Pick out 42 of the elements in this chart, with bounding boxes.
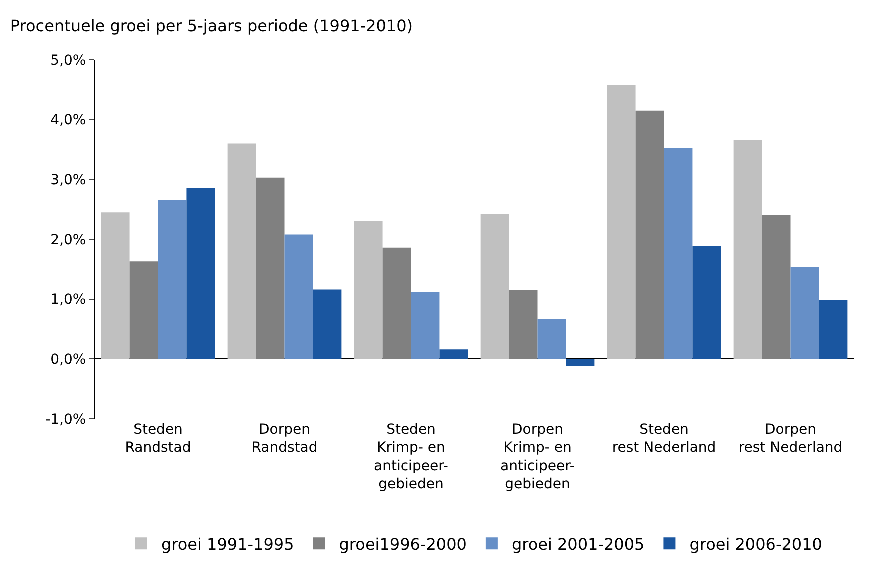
x-tick-label: Steden Randstad [125, 422, 192, 456]
legend-label: groei1996-2000 [339, 534, 467, 554]
bar [313, 290, 342, 360]
bar [607, 85, 636, 360]
y-tick-label: 4,0% [50, 112, 86, 129]
y-tick-label: 1,0% [50, 292, 86, 308]
bar [382, 248, 412, 360]
bar [158, 200, 187, 360]
y-tick-label: 5,0% [50, 52, 86, 69]
bar [636, 110, 664, 360]
bar [790, 267, 820, 360]
x-tick-label: Steden Krimp- en anticipeer- gebieden [374, 422, 448, 493]
legend-label: groei 2006-2010 [690, 534, 822, 554]
x-tick-label: Dorpen Randstad [252, 422, 318, 456]
bar [101, 212, 130, 360]
bar [354, 222, 383, 360]
x-tick-label: Dorpen Krimp- en anticipeer- gebieden [500, 422, 575, 493]
bar [566, 359, 595, 366]
bar [256, 178, 285, 360]
bar [440, 350, 468, 360]
bar [509, 290, 538, 360]
bar [734, 140, 762, 360]
chart-title: Procentuele groei per 5-jaars periode (1991-2010) [10, 16, 414, 36]
y-tick-label: -1,0% [46, 412, 86, 428]
legend-label: groei 2001-2005 [512, 534, 645, 554]
x-tick-label: Dorpen rest Nederland [738, 422, 843, 456]
x-tick-label: Steden rest Nederland [612, 422, 716, 456]
bar [130, 262, 158, 360]
bar [186, 188, 216, 360]
bar [228, 144, 256, 360]
bar [538, 319, 566, 360]
bar [480, 214, 510, 360]
bar [819, 300, 848, 360]
bar [284, 234, 314, 360]
y-tick-label: 2,0% [50, 232, 86, 248]
bar [411, 292, 440, 360]
bar [664, 148, 693, 360]
legend-label: groei 1991-1995 [162, 534, 294, 554]
y-tick-label: 0,0% [50, 352, 86, 368]
y-tick-label: 3,0% [50, 172, 86, 189]
bar [692, 246, 722, 360]
bar [762, 214, 791, 360]
